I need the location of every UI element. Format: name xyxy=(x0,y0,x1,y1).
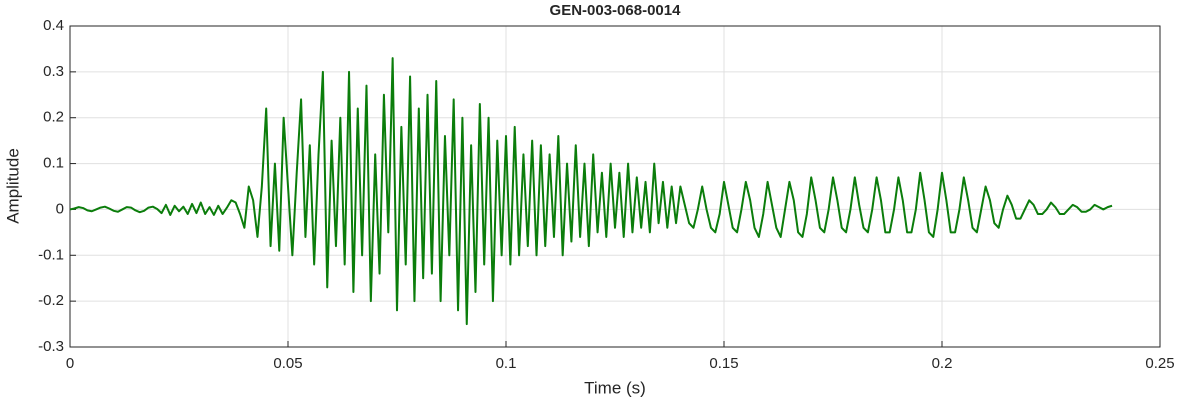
x-tick-label: 0.15 xyxy=(709,355,738,372)
y-tick-label: 0.2 xyxy=(43,109,64,126)
y-tick-label: 0.4 xyxy=(43,17,64,34)
x-tick-label: 0 xyxy=(66,355,74,372)
x-tick-label: 0.2 xyxy=(932,355,953,372)
y-tick-label: -0.1 xyxy=(38,246,64,263)
x-tick-label: 0.1 xyxy=(496,355,517,372)
y-tick-label: -0.2 xyxy=(38,292,64,309)
x-tick-label: 0.05 xyxy=(273,355,302,372)
y-tick-label: 0.1 xyxy=(43,155,64,172)
plot-frame xyxy=(69,25,1161,348)
y-axis-label: Amplitude xyxy=(3,148,22,224)
signal-line xyxy=(69,57,1113,326)
x-tick-label: 0.25 xyxy=(1145,355,1174,372)
y-tick-label: -0.3 xyxy=(38,338,64,355)
y-tick-label: 0 xyxy=(56,200,64,217)
x-axis-label: Time (s) xyxy=(584,378,646,397)
chart-title: GEN-003-068-0014 xyxy=(550,2,682,19)
y-tick-label: 0.3 xyxy=(43,63,64,80)
